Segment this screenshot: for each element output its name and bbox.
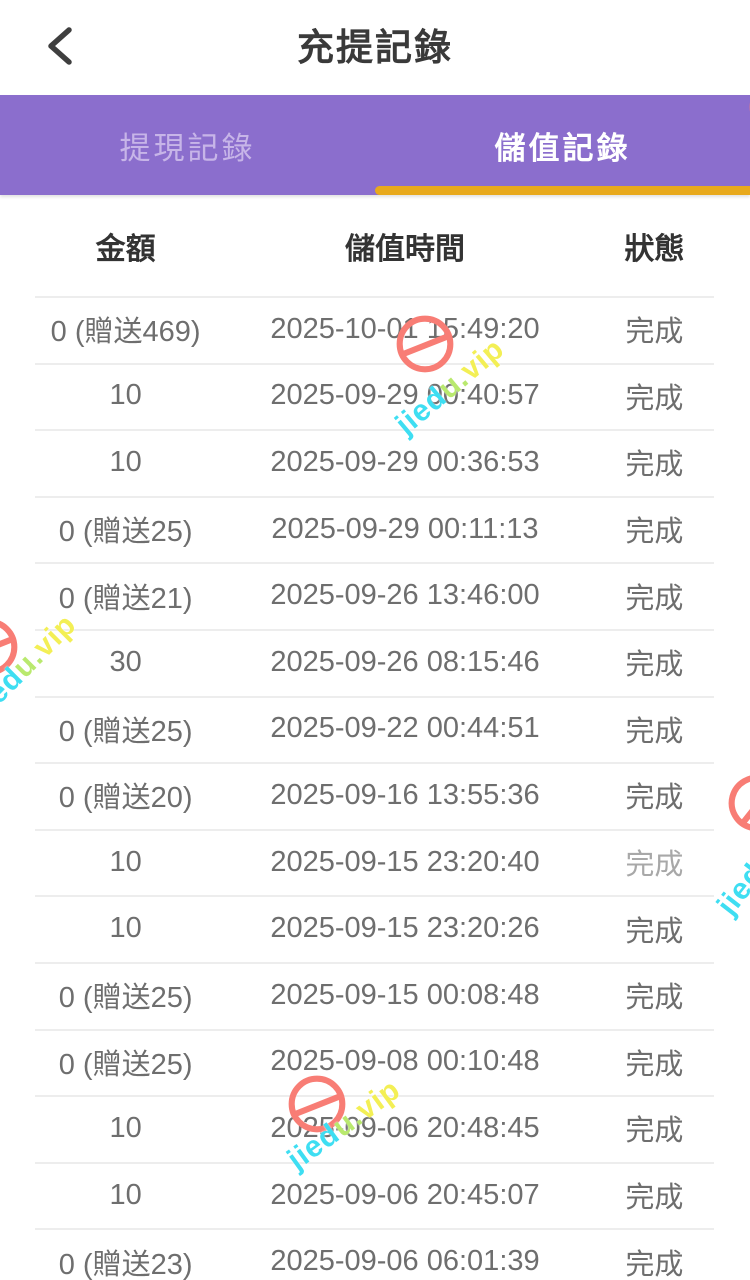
amount-cell: 0 (贈送469) [50,316,201,349]
status-cell: 完成 [625,1048,684,1081]
table-row: 10 2025-09-06 20:45:07 完成 [0,1161,750,1229]
amount-cell: 0 (贈送20) [58,782,193,815]
deposit-time-cell: 2025-09-29 00:40:57 [270,379,540,412]
deposit-time-cell: 2025-10-01 15:49:20 [270,312,540,345]
amount-cell: 0 (贈送25) [58,1048,193,1081]
table-row: 30 2025-09-26 08:15:46 完成 [0,628,750,696]
deposit-time-cell: 2025-09-22 00:44:51 [270,712,540,745]
deposit-time-cell: 2025-09-06 06:01:39 [270,1245,540,1278]
tab-deposit-records[interactable]: 儲值記錄 [494,130,631,166]
table-row: 10 2025-09-29 00:40:57 完成 [0,362,750,430]
page-title: 充提記錄 [297,27,453,68]
table-row: 0 (贈送25) 2025-09-15 00:08:48 完成 [0,961,750,1029]
table-row: 0 (贈送25) 2025-09-08 00:10:48 完成 [0,1028,750,1096]
column-header-deposit-time: 儲值時間 [345,232,465,266]
table-row: 0 (贈送21) 2025-09-26 13:46:00 完成 [0,562,750,629]
amount-cell: 0 (贈送25) [58,715,193,748]
status-cell: 完成 [625,715,684,748]
deposit-time-cell: 2025-09-26 13:46:00 [270,579,540,612]
deposit-time-cell: 2025-09-15 23:20:26 [270,912,540,945]
deposit-time-cell: 2025-09-26 08:15:46 [270,645,540,678]
table-row: 10 2025-09-06 20:48:45 完成 [0,1095,750,1162]
status-cell: 完成 [625,382,684,415]
active-tab-indicator [375,186,750,195]
table-row: 10 2025-09-15 23:20:26 完成 [0,895,750,962]
status-cell: 完成 [625,649,684,682]
table-row: 0 (贈送469) 2025-10-01 15:49:20 完成 [0,296,750,363]
deposit-time-cell: 2025-09-29 00:11:13 [271,512,539,545]
deposit-time-cell: 2025-09-08 00:10:48 [270,1045,540,1078]
table-row: 10 2025-09-29 00:36:53 完成 [0,429,750,496]
amount-cell: 30 [109,645,142,678]
deposit-time-cell: 2025-09-15 00:08:48 [270,978,540,1011]
status-cell: 完成 [625,782,684,815]
tab-withdrawal-records[interactable]: 提現記錄 [119,130,256,166]
back-button[interactable] [36,18,84,74]
status-cell: 完成 [625,849,684,882]
status-cell: 完成 [625,516,684,549]
deposit-time-cell: 2025-09-16 13:55:36 [270,778,540,811]
status-cell: 完成 [625,915,684,948]
app-header: 充提記錄 [0,0,750,95]
column-header-status: 狀態 [624,232,685,266]
amount-cell: 10 [109,1178,142,1211]
status-cell: 完成 [625,1115,684,1148]
amount-cell: 0 (贈送23) [58,1248,193,1280]
column-header-amount: 金額 [95,232,156,266]
deposit-time-cell: 2025-09-06 20:48:45 [270,1111,540,1144]
table-row: 0 (贈送25) 2025-09-22 00:44:51 完成 [0,695,750,763]
amount-cell: 0 (贈送21) [58,582,193,615]
amount-cell: 10 [109,379,142,412]
table-row: 0 (贈送25) 2025-09-29 00:11:13 完成 [0,495,750,563]
status-cell: 完成 [625,582,684,615]
amount-cell: 0 (贈送25) [58,516,193,549]
status-cell: 完成 [625,982,684,1015]
table-row: 0 (贈送20) 2025-09-16 13:55:36 完成 [0,762,750,829]
status-cell: 完成 [625,316,684,349]
table-row: 10 2025-09-15 23:20:40 完成 [0,828,750,896]
amount-cell: 10 [109,912,142,945]
tab-bar: 提現記錄 儲值記錄 [0,95,750,195]
amount-cell: 10 [109,845,142,878]
status-cell: 完成 [625,449,684,482]
table-row: 0 (贈送23) 2025-09-06 06:01:39 完成 [0,1228,750,1280]
deposit-time-cell: 2025-09-15 23:20:40 [270,845,540,878]
status-cell: 完成 [625,1248,684,1280]
back-chevron-icon [48,27,72,65]
table-header: 金額 儲值時間 狀態 [0,195,750,296]
amount-cell: 0 (贈送25) [58,982,193,1015]
deposit-time-cell: 2025-09-06 20:45:07 [270,1178,540,1211]
amount-cell: 10 [109,445,142,478]
amount-cell: 10 [109,1111,142,1144]
records-list: 0 (贈送469) 2025-10-01 15:49:20 完成 10 2025… [0,296,750,1280]
deposit-time-cell: 2025-09-29 00:36:53 [270,445,540,478]
status-cell: 完成 [625,1182,684,1215]
